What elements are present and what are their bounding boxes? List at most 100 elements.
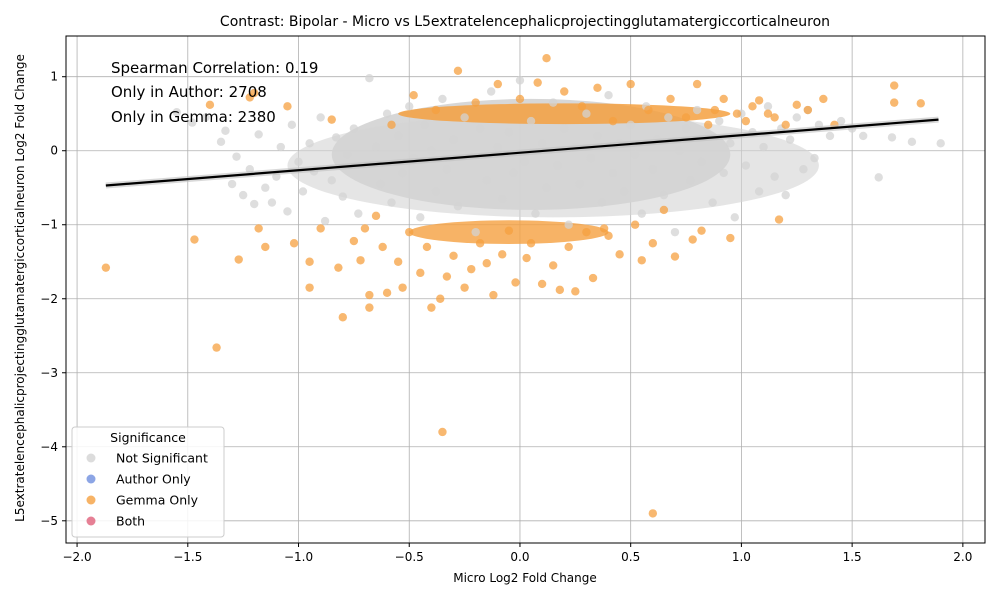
data-point bbox=[748, 102, 757, 111]
data-point bbox=[331, 133, 341, 142]
data-point bbox=[250, 88, 259, 98]
data-point bbox=[715, 116, 724, 126]
y-tick-label: −5 bbox=[40, 514, 58, 528]
data-point bbox=[604, 231, 613, 241]
data-point bbox=[571, 287, 580, 296]
data-point bbox=[398, 168, 407, 178]
data-point bbox=[675, 146, 684, 155]
data-point bbox=[338, 313, 348, 322]
data-point bbox=[475, 124, 485, 133]
data-point bbox=[232, 152, 241, 161]
data-point bbox=[741, 116, 751, 126]
data-point bbox=[770, 113, 779, 122]
data-point bbox=[907, 137, 917, 147]
data-point bbox=[531, 209, 540, 218]
data-point bbox=[648, 165, 658, 174]
data-point bbox=[493, 142, 503, 152]
data-point bbox=[608, 168, 618, 178]
data-point bbox=[316, 113, 325, 122]
data-point bbox=[420, 120, 429, 130]
data-point bbox=[763, 102, 773, 111]
data-point bbox=[726, 233, 735, 243]
data-point bbox=[555, 285, 565, 295]
data-point bbox=[449, 251, 458, 261]
data-point bbox=[486, 87, 496, 96]
data-point bbox=[666, 94, 675, 104]
data-point bbox=[101, 263, 111, 272]
data-point bbox=[785, 135, 795, 144]
x-axis-ticks: −2.0 −1.5 −1.0 −0.5 0.0 0.5 1.0 1.5 2.0 bbox=[63, 543, 972, 564]
data-point bbox=[604, 91, 613, 100]
data-point bbox=[287, 120, 297, 130]
data-point bbox=[774, 215, 784, 224]
data-point bbox=[438, 427, 447, 437]
data-point bbox=[442, 165, 452, 174]
data-point bbox=[664, 113, 673, 122]
data-point bbox=[250, 199, 259, 209]
data-point bbox=[471, 98, 480, 107]
data-point bbox=[327, 115, 336, 124]
data-point bbox=[382, 109, 392, 118]
data-point bbox=[453, 202, 463, 211]
legend-marker bbox=[86, 516, 96, 526]
data-point bbox=[227, 179, 237, 189]
legend-label: Gemma Only bbox=[116, 493, 199, 508]
data-point bbox=[254, 224, 263, 233]
data-point bbox=[509, 168, 518, 178]
annotation-spearman: Spearman Correlation: 0.19 bbox=[111, 59, 318, 77]
chart-title: Contrast: Bipolar - Micro vs L5extratele… bbox=[220, 14, 830, 30]
data-point bbox=[267, 198, 277, 207]
data-point bbox=[874, 173, 883, 182]
annotations: Spearman Correlation: 0.19 Only in Autho… bbox=[111, 59, 318, 126]
data-point bbox=[283, 102, 292, 111]
data-point bbox=[697, 226, 706, 235]
data-point bbox=[453, 66, 463, 75]
data-point bbox=[819, 94, 828, 104]
data-point bbox=[688, 235, 697, 244]
data-point bbox=[427, 303, 436, 312]
data-point bbox=[741, 161, 751, 170]
data-point bbox=[593, 131, 602, 141]
data-point bbox=[212, 343, 221, 352]
data-point bbox=[498, 250, 507, 259]
data-point bbox=[360, 224, 370, 233]
data-point bbox=[575, 179, 584, 189]
data-point bbox=[422, 242, 432, 252]
y-tick-label: −1 bbox=[40, 218, 58, 232]
data-point bbox=[586, 153, 596, 163]
data-point bbox=[371, 211, 381, 221]
data-point bbox=[564, 220, 573, 229]
data-point bbox=[542, 183, 551, 192]
data-point bbox=[261, 183, 270, 192]
data-point bbox=[810, 153, 819, 163]
data-point bbox=[732, 109, 742, 118]
data-point bbox=[597, 198, 607, 207]
data-point bbox=[792, 100, 801, 110]
legend-title: Significance bbox=[110, 430, 186, 445]
data-point bbox=[365, 290, 374, 300]
data-point bbox=[560, 124, 569, 133]
data-point bbox=[630, 220, 640, 229]
x-tick-label: 1.0 bbox=[732, 550, 751, 564]
annotation-only-gemma: Only in Gemma: 2380 bbox=[111, 108, 276, 126]
data-point bbox=[349, 236, 359, 246]
data-point bbox=[416, 213, 425, 222]
data-point bbox=[526, 239, 536, 248]
data-point bbox=[405, 227, 414, 237]
data-point bbox=[498, 194, 507, 204]
data-point bbox=[803, 105, 813, 115]
data-point bbox=[356, 256, 365, 265]
data-point bbox=[201, 113, 210, 122]
data-point bbox=[781, 190, 790, 200]
data-point bbox=[261, 242, 270, 252]
data-point bbox=[431, 105, 441, 115]
data-point bbox=[289, 239, 299, 248]
x-tick-label: 0.5 bbox=[621, 550, 640, 564]
legend-label: Both bbox=[116, 514, 145, 529]
data-point bbox=[460, 283, 469, 292]
data-point bbox=[916, 99, 925, 108]
data-point bbox=[626, 120, 635, 130]
data-point bbox=[378, 242, 387, 252]
data-point bbox=[489, 290, 498, 300]
data-point bbox=[548, 261, 558, 270]
